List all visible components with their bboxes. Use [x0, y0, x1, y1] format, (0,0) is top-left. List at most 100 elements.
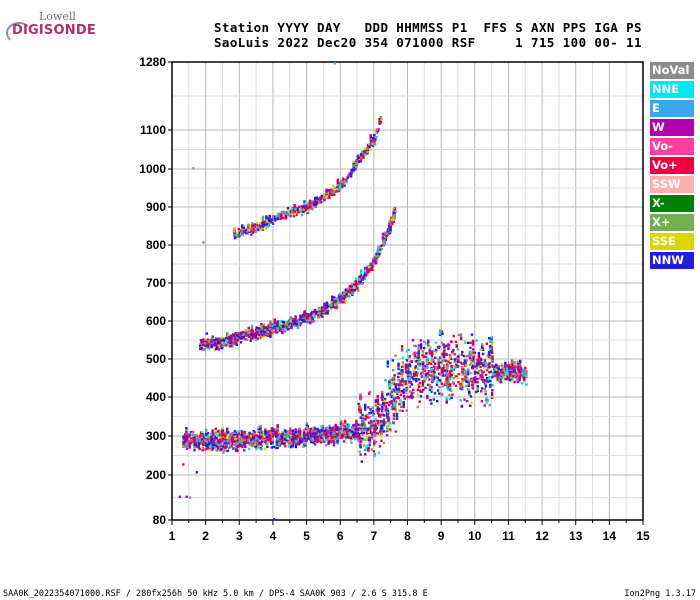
echo-point	[263, 436, 266, 440]
echo-point	[299, 207, 302, 210]
echo-point	[365, 416, 368, 419]
echo-point	[287, 325, 291, 328]
echo-point	[335, 425, 339, 428]
echo-point	[372, 260, 375, 263]
echo-point	[522, 376, 525, 379]
echo-point	[332, 444, 336, 447]
echo-point	[440, 369, 443, 372]
echo-point	[388, 225, 391, 228]
echo-point	[469, 355, 472, 358]
echo-point	[359, 154, 363, 157]
echo-point	[333, 302, 336, 305]
echo-point	[268, 440, 271, 443]
echo-point	[513, 370, 516, 373]
echo-point	[257, 445, 260, 448]
echo-point	[486, 368, 489, 372]
echo-point	[232, 447, 235, 450]
echo-point	[258, 442, 261, 445]
echo-point	[198, 344, 202, 348]
echo-point	[258, 431, 262, 434]
echo-point	[449, 373, 452, 376]
echo-point	[516, 365, 520, 368]
echo-point	[240, 434, 243, 437]
echo-point	[488, 349, 492, 352]
echo-point	[241, 232, 244, 235]
echo-point	[302, 313, 306, 317]
echo-point	[373, 427, 376, 430]
echo-point	[205, 440, 209, 443]
echo-point	[391, 378, 394, 381]
echo-point	[206, 345, 209, 348]
echo-point	[247, 225, 250, 228]
echo-point	[233, 431, 236, 434]
echo-point	[236, 442, 239, 446]
echo-point	[234, 437, 237, 441]
echo-point	[393, 214, 396, 217]
echo-point	[271, 442, 274, 445]
echo-point	[443, 347, 446, 350]
echo-point	[485, 342, 489, 346]
echo-point	[273, 318, 276, 321]
echo-point	[490, 393, 494, 396]
echo-point	[287, 445, 291, 448]
echo-point	[290, 442, 293, 445]
echo-point	[407, 356, 411, 359]
echo-point	[263, 435, 266, 438]
echo-point	[409, 390, 412, 393]
echo-point	[186, 438, 189, 442]
echo-point	[286, 434, 289, 438]
echo-point	[397, 383, 401, 387]
echo-point	[211, 434, 214, 437]
echo-point	[355, 419, 358, 423]
echo-point	[265, 430, 268, 433]
echo-point	[353, 287, 357, 290]
echo-point	[377, 402, 380, 406]
echo-point	[340, 186, 344, 189]
echo-point	[393, 208, 396, 212]
echo-point	[457, 373, 460, 376]
echo-point	[220, 448, 223, 451]
echo-point	[432, 365, 436, 368]
echo-point	[404, 382, 407, 386]
echo-point	[314, 434, 318, 437]
echo-point	[366, 145, 370, 148]
echo-point	[483, 387, 486, 391]
echo-point	[393, 216, 396, 219]
echo-point	[428, 378, 431, 381]
echo-point	[227, 341, 230, 345]
echo-point	[430, 387, 433, 390]
echo-point	[509, 368, 513, 372]
echo-point	[418, 362, 422, 366]
echo-point	[365, 444, 369, 447]
echo-point	[428, 387, 432, 390]
echo-point	[381, 232, 385, 236]
echo-point	[393, 374, 396, 377]
echo-point	[350, 283, 354, 286]
echo-point	[336, 190, 339, 193]
echo-point	[270, 327, 274, 331]
echo-point	[259, 325, 262, 328]
echo-point	[306, 429, 309, 432]
echo-point	[386, 409, 390, 412]
echo-point	[470, 379, 473, 382]
echo-point	[507, 367, 510, 370]
echo-point	[397, 385, 401, 388]
echo-point	[362, 429, 366, 432]
echo-point	[276, 425, 279, 429]
echo-point	[283, 326, 287, 329]
echo-point	[413, 356, 417, 359]
echo-point	[348, 436, 351, 439]
echo-point	[419, 344, 423, 348]
echo-point	[447, 347, 450, 351]
echo-point	[455, 375, 458, 378]
echo-point	[261, 218, 265, 222]
echo-point	[276, 428, 279, 432]
echo-point	[389, 393, 392, 396]
echo-point	[275, 435, 278, 438]
echo-point	[206, 447, 210, 450]
echo-point	[292, 211, 295, 214]
echo-point	[218, 443, 221, 447]
echo-point	[248, 441, 251, 444]
echo-point	[334, 299, 338, 303]
echo-point	[346, 290, 350, 293]
